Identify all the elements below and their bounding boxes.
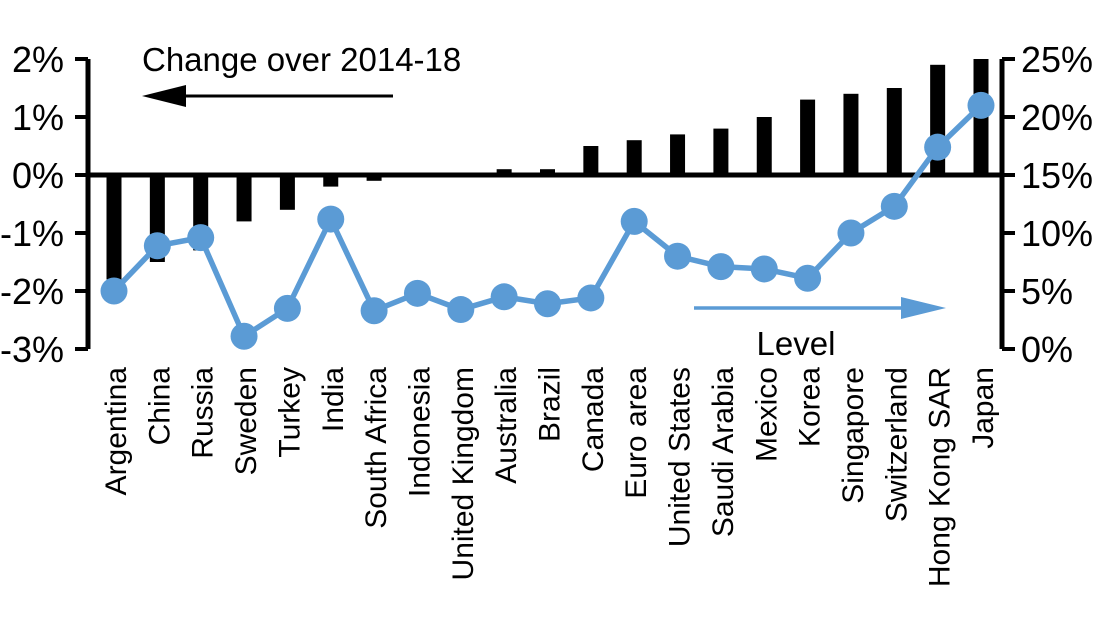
left-axis-tick-label: 2% bbox=[12, 39, 64, 80]
level-point-korea bbox=[794, 264, 822, 292]
x-label-mexico: Mexico bbox=[750, 367, 783, 462]
x-label-indonesia: Indonesia bbox=[403, 367, 436, 497]
level-point-australia bbox=[490, 283, 518, 311]
right-axis-tick-label: 20% bbox=[1021, 97, 1093, 138]
bar-sweden bbox=[236, 175, 252, 222]
bar-euro-area bbox=[626, 140, 642, 175]
level-point-saudi-arabia bbox=[707, 253, 735, 281]
right-axis-tick-label: 10% bbox=[1021, 213, 1093, 254]
level-point-singapore bbox=[837, 219, 865, 247]
x-label-turkey: Turkey bbox=[273, 367, 306, 458]
bar-australia bbox=[496, 169, 512, 175]
bar-series bbox=[106, 59, 989, 280]
line-series bbox=[100, 91, 995, 350]
x-label-singapore: Singapore bbox=[837, 367, 870, 504]
level-point-china bbox=[143, 232, 171, 260]
bar-switzerland bbox=[886, 88, 902, 175]
bar-saudi-arabia bbox=[713, 128, 729, 175]
left-axis-tick-label: -1% bbox=[0, 213, 64, 254]
left-axis-tick-label: 0% bbox=[12, 155, 64, 196]
bar-united-states bbox=[670, 134, 686, 175]
x-label-switzerland: Switzerland bbox=[880, 367, 913, 522]
left-axis-tick-label: -3% bbox=[0, 329, 64, 370]
x-label-brazil: Brazil bbox=[534, 367, 567, 442]
left-axis-tick-label: 1% bbox=[12, 97, 64, 138]
x-label-argentina: Argentina bbox=[100, 367, 133, 496]
bar-turkey bbox=[279, 175, 295, 210]
x-label-korea: Korea bbox=[794, 367, 827, 447]
level-point-japan bbox=[967, 91, 995, 119]
level-point-south-africa bbox=[360, 297, 388, 325]
x-label-hong-kong-sar: Hong Kong SAR bbox=[924, 367, 957, 587]
level-point-brazil bbox=[534, 290, 561, 318]
level-point-sweden bbox=[230, 322, 258, 350]
level-point-indonesia bbox=[403, 279, 431, 307]
x-label-canada: Canada bbox=[577, 367, 610, 472]
bar-brazil bbox=[540, 169, 555, 175]
x-label-saudi-arabia: Saudi Arabia bbox=[707, 367, 740, 537]
right-axis-tick-label: 0% bbox=[1021, 329, 1073, 370]
left-axis-tick-label: -2% bbox=[0, 271, 64, 312]
line-series-arrow-right-icon bbox=[694, 297, 946, 319]
line-series-label: Level bbox=[757, 325, 836, 362]
level-point-mexico bbox=[750, 255, 778, 283]
x-label-japan: Japan bbox=[967, 367, 1000, 449]
level-point-canada bbox=[577, 284, 605, 312]
bar-argentina bbox=[106, 175, 122, 280]
bar-canada bbox=[583, 146, 599, 175]
x-label-india: India bbox=[317, 367, 350, 432]
x-label-china: China bbox=[143, 367, 176, 446]
right-axis-tick-label: 5% bbox=[1021, 271, 1073, 312]
level-point-united-states bbox=[664, 242, 692, 270]
bar-south-africa bbox=[366, 175, 382, 181]
x-label-south-africa: South Africa bbox=[360, 367, 393, 529]
x-label-united-kingdom: United Kingdom bbox=[447, 367, 480, 580]
level-point-argentina bbox=[100, 277, 128, 305]
right-axis-tick-label: 25% bbox=[1021, 39, 1093, 80]
bar-series-label: Change over 2014-18 bbox=[142, 41, 461, 78]
axes: 2% 1% 0% -1% -2% -3% 25% 20% 15% 10% 5% 0% bbox=[0, 39, 1093, 370]
bar-korea bbox=[800, 99, 816, 175]
bar-mexico bbox=[756, 117, 772, 175]
bar-india bbox=[323, 175, 339, 187]
level-point-euro-area bbox=[620, 207, 648, 235]
x-axis-labels: Argentina China Russia Sweden Turkey India Sou… bbox=[100, 367, 1000, 587]
level-point-united-kingdom bbox=[447, 296, 475, 324]
level-point-hong-kong-sar bbox=[924, 133, 952, 161]
right-axis-tick-label: 15% bbox=[1021, 155, 1093, 196]
bar-series-arrow-left-icon bbox=[142, 85, 393, 107]
level-point-india bbox=[317, 205, 345, 233]
x-label-united-states: United States bbox=[664, 367, 697, 547]
x-label-sweden: Sweden bbox=[230, 367, 263, 475]
x-label-russia: Russia bbox=[187, 367, 220, 459]
x-label-australia: Australia bbox=[490, 367, 523, 484]
x-label-euro-area: Euro area bbox=[620, 367, 653, 499]
level-point-switzerland bbox=[880, 192, 908, 220]
level-point-turkey bbox=[273, 294, 301, 322]
level-point-russia bbox=[187, 224, 215, 252]
bar-singapore bbox=[843, 93, 859, 175]
